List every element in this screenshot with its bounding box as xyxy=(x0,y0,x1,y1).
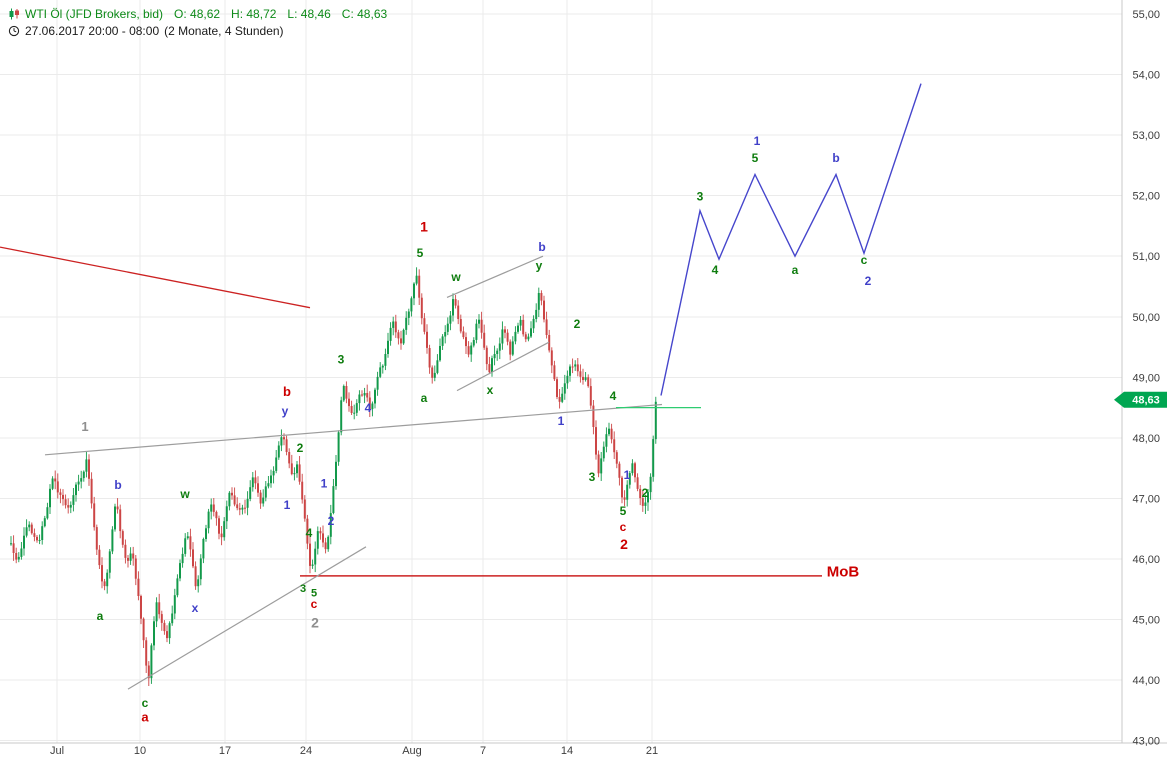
quote-open: O: 48,62 xyxy=(174,6,221,21)
wave-label-3[interactable]: 3 xyxy=(589,470,596,484)
wave-label-1[interactable]: 1 xyxy=(420,219,428,235)
y-axis-tick: 53,00 xyxy=(1132,130,1160,142)
wave-label-3[interactable]: 3 xyxy=(697,189,704,203)
y-axis-tick: 51,00 xyxy=(1132,251,1160,263)
x-axis-tick: 21 xyxy=(646,745,658,757)
y-axis-tick: 45,00 xyxy=(1132,615,1160,627)
chart-header: WTI Öl (JFD Brokers, bid) O: 48,62 H: 48… xyxy=(8,6,387,40)
wave-label-2[interactable]: 2 xyxy=(865,274,872,288)
wave-label-c[interactable]: c xyxy=(311,597,318,611)
wave-label-w[interactable]: w xyxy=(179,487,190,501)
wave-label-a[interactable]: a xyxy=(792,263,799,277)
wave-label-MoB[interactable]: MoB xyxy=(827,563,860,580)
wave-label-2[interactable]: 2 xyxy=(574,317,581,331)
quote-close: C: 48,63 xyxy=(341,6,388,21)
date-range: 27.06.2017 20:00 - 08:00 xyxy=(25,23,160,38)
wave-label-1[interactable]: 1 xyxy=(81,419,88,434)
wave-label-3[interactable]: 3 xyxy=(300,583,306,595)
wave-label-5[interactable]: 5 xyxy=(311,587,317,599)
x-axis-tick: 7 xyxy=(480,745,486,757)
wave-label-4[interactable]: 4 xyxy=(610,389,617,403)
wave-label-b[interactable]: b xyxy=(538,240,545,254)
y-axis-tick: 50,00 xyxy=(1132,312,1160,324)
projection-wave-line[interactable] xyxy=(660,83,922,396)
gray-channel-line[interactable] xyxy=(127,546,367,690)
wave-label-3[interactable]: 3 xyxy=(338,353,345,367)
current-price-badge xyxy=(1114,391,1167,408)
wave-label-4[interactable]: 4 xyxy=(306,526,313,540)
clock-icon xyxy=(8,25,20,37)
wave-label-y[interactable]: y xyxy=(282,404,289,418)
wave-label-a[interactable]: a xyxy=(141,710,149,725)
wave-label-4[interactable]: 4 xyxy=(365,401,372,415)
wave-label-a[interactable]: a xyxy=(421,391,428,405)
wave-label-a[interactable]: a xyxy=(97,609,104,623)
gray-wedge-lower[interactable] xyxy=(456,341,550,392)
x-axis-tick: Aug xyxy=(402,745,422,757)
y-axis-tick: 47,00 xyxy=(1132,493,1160,505)
y-axis-tick: 52,00 xyxy=(1132,191,1160,203)
x-axis-labels: Jul 10 17 24 Aug 7 14 21 xyxy=(50,745,658,757)
timeframe: (2 Monate, 4 Stunden) xyxy=(164,23,284,38)
wave-label-2[interactable]: 2 xyxy=(297,441,304,455)
y-axis-tick: 44,00 xyxy=(1132,675,1160,687)
y-axis-tick: 46,00 xyxy=(1132,554,1160,566)
candlestick-icon xyxy=(8,8,20,20)
wave-label-x[interactable]: x xyxy=(192,601,199,615)
wave-label-5[interactable]: 5 xyxy=(417,246,424,260)
wave-label-c[interactable]: c xyxy=(861,253,868,267)
wave-label-1[interactable]: 1 xyxy=(558,414,565,428)
y-axis-tick: 54,00 xyxy=(1132,70,1160,82)
wave-label-x[interactable]: x xyxy=(487,383,494,397)
wave-label-y[interactable]: y xyxy=(536,258,543,272)
quote-high: H: 48,72 xyxy=(231,6,277,21)
y-axis-labels: 55,00 54,00 53,00 52,00 51,00 50,00 49,00 48,00… xyxy=(1132,9,1160,748)
instrument-title: WTI Öl (JFD Brokers, bid) xyxy=(25,6,164,21)
wave-label-2[interactable]: 2 xyxy=(620,536,628,552)
wave-label-b[interactable]: b xyxy=(832,151,839,165)
y-axis-tick: 48,00 xyxy=(1132,433,1160,445)
wave-label-2[interactable]: 2 xyxy=(642,486,649,500)
wave-label-1[interactable]: 1 xyxy=(754,134,761,148)
timeframe-line: 27.06.2017 20:00 - 08:00 (2 Monate, 4 St… xyxy=(8,23,387,38)
wave-label-b[interactable]: b xyxy=(114,478,121,492)
wave-label-1[interactable]: 1 xyxy=(321,476,328,490)
x-axis-tick: 14 xyxy=(561,745,573,757)
instrument-line: WTI Öl (JFD Brokers, bid) O: 48,62 H: 48… xyxy=(8,6,387,21)
x-axis-tick: 10 xyxy=(134,745,146,757)
wave-label-1[interactable]: 1 xyxy=(624,468,631,482)
y-axis-tick: 55,00 xyxy=(1132,9,1160,21)
wave-label-b[interactable]: b xyxy=(283,384,291,399)
red-downtrend-line[interactable] xyxy=(0,246,311,309)
x-axis-tick: Jul xyxy=(50,745,64,757)
wave-label-c[interactable]: c xyxy=(620,520,627,534)
current-price-value: 48,63 xyxy=(1132,395,1160,407)
y-axis-tick: 49,00 xyxy=(1132,372,1160,384)
gray-wedge-upper[interactable] xyxy=(446,255,544,298)
wave-label-2[interactable]: 2 xyxy=(328,514,335,528)
wave-label-1[interactable]: 1 xyxy=(284,498,291,512)
wave-label-5[interactable]: 5 xyxy=(620,504,627,518)
wave-label-2[interactable]: 2 xyxy=(311,615,319,631)
x-axis-tick: 17 xyxy=(219,745,231,757)
wave-label-c[interactable]: c xyxy=(142,696,149,710)
wave-label-5[interactable]: 5 xyxy=(752,151,759,165)
y-axis-tick: 43,00 xyxy=(1132,736,1160,748)
wave-label-4[interactable]: 4 xyxy=(712,263,719,277)
gray-support-trendline[interactable] xyxy=(44,403,663,456)
quote-low: L: 48,46 xyxy=(287,6,331,21)
candles-layer xyxy=(10,267,657,686)
wave-label-w[interactable]: w xyxy=(450,270,461,284)
x-axis-tick: 24 xyxy=(300,745,312,757)
